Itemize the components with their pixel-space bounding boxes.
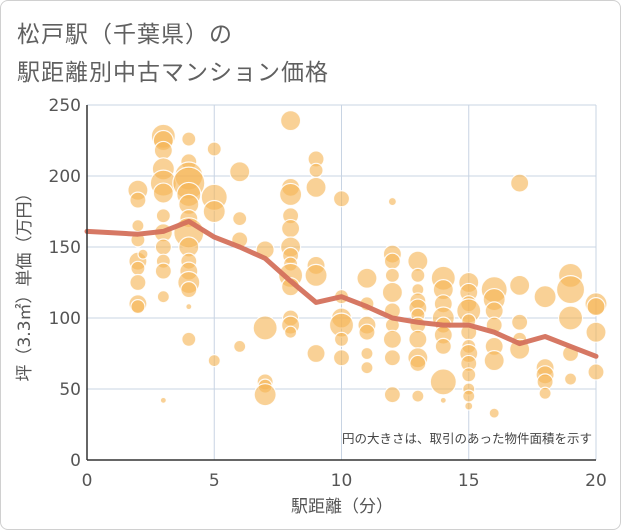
- data-point: [156, 290, 170, 304]
- data-point: [332, 190, 351, 208]
- data-point: [587, 363, 605, 381]
- data-point: [464, 401, 474, 411]
- y-tick-label: 100: [49, 309, 81, 329]
- data-point: [281, 218, 301, 239]
- data-point: [202, 199, 226, 224]
- data-point: [152, 182, 174, 204]
- data-point: [509, 274, 531, 296]
- data-point: [232, 211, 248, 227]
- y-tick-label: 250: [49, 96, 81, 116]
- data-point: [461, 367, 477, 383]
- trend-line: [84, 218, 599, 359]
- data-point: [229, 161, 251, 183]
- data-point: [332, 349, 351, 367]
- data-point: [154, 238, 172, 256]
- data-point: [280, 110, 302, 132]
- y-tick-label: 200: [49, 167, 81, 187]
- data-point: [233, 339, 247, 353]
- data-point: [305, 176, 327, 198]
- data-point: [563, 372, 578, 386]
- bubble-size-note: 円の大きさは、取引のあった物件面積を示す: [342, 431, 592, 446]
- data-point: [131, 219, 145, 233]
- data-point: [557, 305, 584, 331]
- data-point: [185, 303, 193, 311]
- y-axis-label: 坪（3.3㎡）単価（万円）: [15, 184, 35, 381]
- data-point: [129, 191, 147, 209]
- data-point: [284, 325, 298, 339]
- data-point: [333, 331, 350, 347]
- x-tick-label: 15: [458, 471, 480, 491]
- data-point: [304, 263, 328, 287]
- data-point: [130, 299, 146, 315]
- data-point: [129, 273, 147, 292]
- chart-title-line2: 駅距離別中古マンション価格: [17, 60, 329, 86]
- data-point: [429, 368, 457, 396]
- data-point: [382, 329, 402, 349]
- x-tick-label: 5: [209, 471, 220, 491]
- x-tick-label: 20: [585, 471, 607, 491]
- data-point: [409, 354, 427, 373]
- data-point: [410, 267, 426, 283]
- data-point: [538, 386, 552, 400]
- data-point: [154, 262, 172, 280]
- x-tick-label: 0: [82, 471, 93, 491]
- data-point: [360, 346, 374, 361]
- data-point: [434, 337, 452, 355]
- x-axis-label: 駅距離（分）: [291, 497, 393, 517]
- data-point: [383, 349, 401, 367]
- data-point: [383, 252, 401, 270]
- data-point: [383, 386, 401, 404]
- data-point: [153, 140, 173, 161]
- data-point: [439, 396, 447, 404]
- data-point: [408, 329, 428, 349]
- axes: 0 50 100 150 200 250 0 5 10 15 20: [49, 96, 607, 491]
- data-point: [411, 389, 425, 403]
- data-point: [462, 389, 476, 403]
- data-point: [181, 331, 197, 347]
- data-point: [356, 267, 378, 289]
- data-point: [555, 275, 586, 305]
- data-point: [384, 267, 400, 283]
- data-point: [360, 361, 374, 375]
- data-point: [181, 131, 197, 147]
- chart-title-line1: 松戸駅（千葉県）の: [17, 22, 233, 48]
- data-point: [585, 321, 607, 343]
- data-point: [483, 350, 505, 372]
- data-point: [387, 196, 397, 207]
- data-point: [155, 208, 171, 224]
- data-point: [586, 297, 606, 317]
- data-point: [130, 260, 146, 276]
- data-point: [159, 396, 167, 404]
- data-point: [510, 173, 530, 193]
- x-tick-label: 10: [331, 471, 353, 491]
- y-tick-label: 150: [49, 238, 81, 258]
- trend-line-group: [84, 218, 599, 359]
- data-point: [511, 313, 529, 331]
- data-point: [253, 383, 277, 407]
- data-point: [488, 407, 500, 419]
- data-point: [252, 315, 278, 341]
- data-point: [358, 323, 376, 341]
- data-point: [533, 285, 557, 309]
- data-point: [137, 248, 149, 260]
- bubbles: [127, 110, 608, 419]
- data-point: [381, 281, 403, 304]
- y-tick-label: 0: [70, 451, 81, 471]
- y-tick-label: 50: [59, 380, 81, 400]
- data-point: [207, 354, 221, 368]
- data-point: [279, 182, 303, 207]
- data-point: [306, 343, 326, 364]
- data-point: [180, 281, 198, 299]
- data-point: [206, 141, 222, 157]
- data-point: [308, 162, 324, 178]
